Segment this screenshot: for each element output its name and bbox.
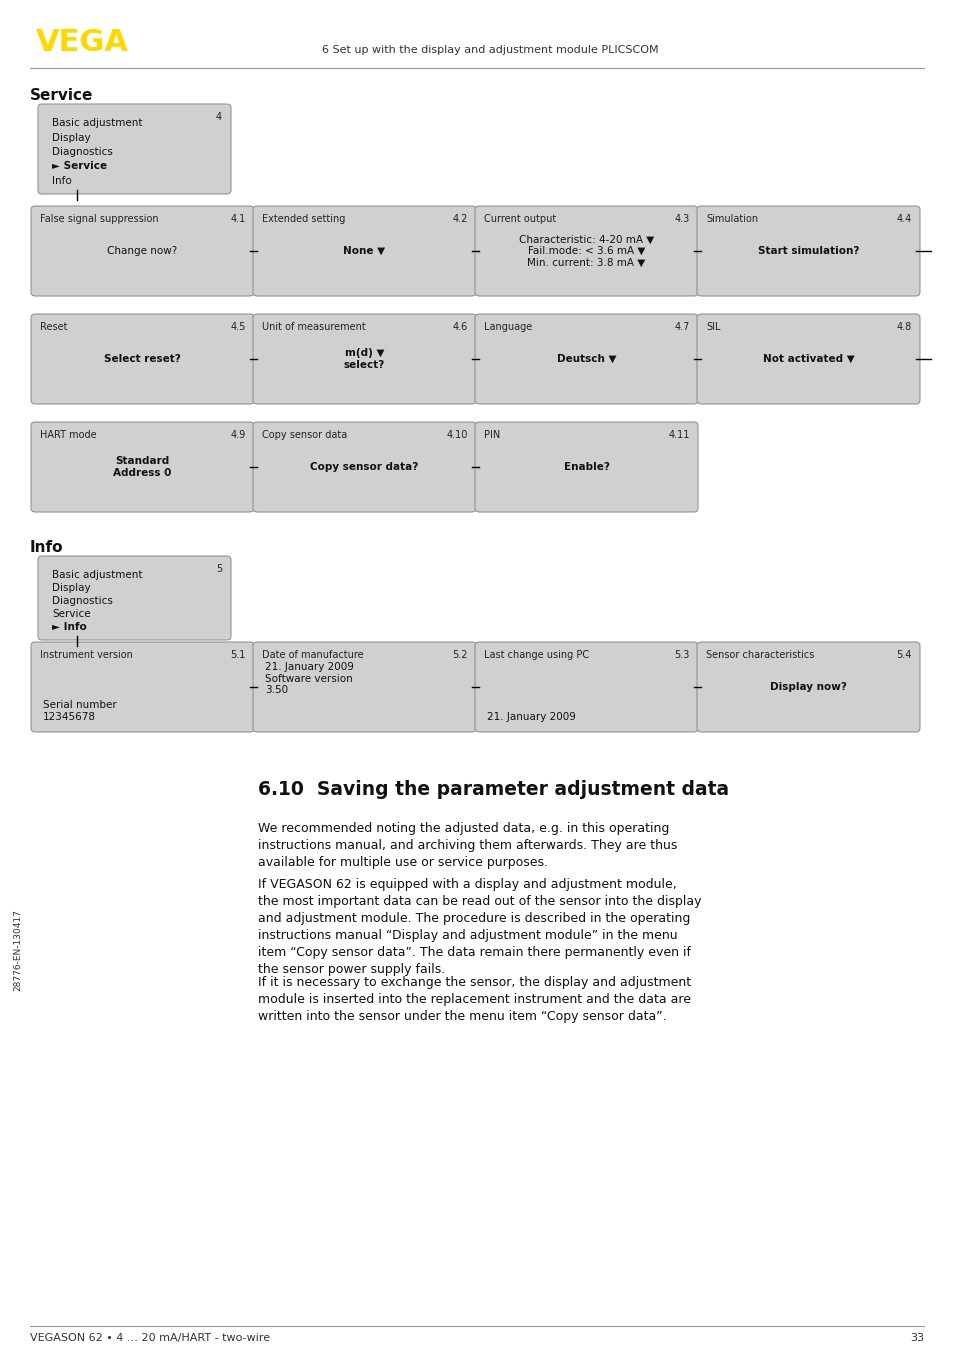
Text: m(d) ▼
select?: m(d) ▼ select? bbox=[343, 348, 385, 370]
Text: ► Service: ► Service bbox=[52, 161, 107, 172]
FancyBboxPatch shape bbox=[30, 422, 253, 512]
FancyBboxPatch shape bbox=[30, 206, 253, 297]
Text: 5.2: 5.2 bbox=[452, 650, 468, 659]
Text: Diagnostics: Diagnostics bbox=[52, 148, 112, 157]
Text: 4.1: 4.1 bbox=[231, 214, 246, 223]
Text: Copy sensor data?: Copy sensor data? bbox=[310, 462, 418, 473]
Text: 6.10  Saving the parameter adjustment data: 6.10 Saving the parameter adjustment dat… bbox=[257, 780, 728, 799]
Text: 4.6: 4.6 bbox=[453, 322, 468, 332]
FancyBboxPatch shape bbox=[697, 642, 919, 733]
Text: Deutsch ▼: Deutsch ▼ bbox=[557, 353, 616, 364]
Text: 4.4: 4.4 bbox=[896, 214, 911, 223]
Text: We recommended noting the adjusted data, e.g. in this operating
instructions man: We recommended noting the adjusted data,… bbox=[257, 822, 677, 869]
Text: 5: 5 bbox=[215, 565, 222, 574]
FancyBboxPatch shape bbox=[30, 314, 253, 403]
Text: 4.11: 4.11 bbox=[668, 431, 689, 440]
FancyBboxPatch shape bbox=[38, 556, 231, 640]
Text: Display: Display bbox=[52, 582, 91, 593]
FancyBboxPatch shape bbox=[253, 314, 476, 403]
Text: Current output: Current output bbox=[483, 214, 556, 223]
Text: If VEGASON 62 is equipped with a display and adjustment module,
the most importa: If VEGASON 62 is equipped with a display… bbox=[257, 877, 700, 976]
FancyBboxPatch shape bbox=[253, 422, 476, 512]
Text: Change now?: Change now? bbox=[108, 246, 177, 256]
FancyBboxPatch shape bbox=[253, 642, 476, 733]
Text: HART mode: HART mode bbox=[40, 431, 96, 440]
Text: Service: Service bbox=[52, 609, 91, 619]
Text: Display now?: Display now? bbox=[769, 682, 846, 692]
FancyBboxPatch shape bbox=[697, 314, 919, 403]
Text: Service: Service bbox=[30, 88, 93, 103]
Text: Extended setting: Extended setting bbox=[262, 214, 345, 223]
Text: 4.7: 4.7 bbox=[674, 322, 689, 332]
Text: Start simulation?: Start simulation? bbox=[757, 246, 859, 256]
Text: Diagnostics: Diagnostics bbox=[52, 596, 112, 607]
Text: ► Info: ► Info bbox=[52, 623, 87, 632]
Text: PIN: PIN bbox=[483, 431, 499, 440]
Text: 33: 33 bbox=[909, 1332, 923, 1343]
FancyBboxPatch shape bbox=[475, 642, 698, 733]
Text: Info: Info bbox=[30, 540, 64, 555]
Text: Basic adjustment: Basic adjustment bbox=[52, 570, 142, 580]
Text: SIL: SIL bbox=[705, 322, 720, 332]
Text: Basic adjustment: Basic adjustment bbox=[52, 118, 142, 129]
FancyBboxPatch shape bbox=[475, 314, 698, 403]
Text: Serial number
12345678: Serial number 12345678 bbox=[43, 700, 116, 722]
Text: 21. January 2009: 21. January 2009 bbox=[486, 712, 576, 722]
Text: VEGA: VEGA bbox=[36, 28, 129, 57]
Text: Select reset?: Select reset? bbox=[104, 353, 181, 364]
Text: 5.4: 5.4 bbox=[896, 650, 911, 659]
Text: Copy sensor data: Copy sensor data bbox=[262, 431, 347, 440]
Text: Language: Language bbox=[483, 322, 532, 332]
Text: Reset: Reset bbox=[40, 322, 68, 332]
Text: None ▼: None ▼ bbox=[343, 246, 385, 256]
Text: Display: Display bbox=[52, 133, 91, 142]
FancyBboxPatch shape bbox=[253, 206, 476, 297]
Text: Instrument version: Instrument version bbox=[40, 650, 132, 659]
Text: 4.8: 4.8 bbox=[896, 322, 911, 332]
FancyBboxPatch shape bbox=[697, 206, 919, 297]
Text: False signal suppression: False signal suppression bbox=[40, 214, 158, 223]
Text: Last change using PC: Last change using PC bbox=[483, 650, 589, 659]
Text: Date of manufacture: Date of manufacture bbox=[262, 650, 363, 659]
FancyBboxPatch shape bbox=[475, 422, 698, 512]
Text: Unit of measurement: Unit of measurement bbox=[262, 322, 365, 332]
Text: Sensor characteristics: Sensor characteristics bbox=[705, 650, 814, 659]
Text: 4.5: 4.5 bbox=[231, 322, 246, 332]
Text: 6 Set up with the display and adjustment module PLICSCOM: 6 Set up with the display and adjustment… bbox=[321, 45, 658, 56]
Text: 5.1: 5.1 bbox=[231, 650, 246, 659]
Text: Standard
Address 0: Standard Address 0 bbox=[113, 456, 172, 478]
Text: 4.3: 4.3 bbox=[674, 214, 689, 223]
Text: If it is necessary to exchange the sensor, the display and adjustment
module is : If it is necessary to exchange the senso… bbox=[257, 976, 690, 1024]
Text: Characteristic: 4-20 mA ▼
Fail.mode: < 3.6 mA ▼
Min. current: 3.8 mA ▼: Characteristic: 4-20 mA ▼ Fail.mode: < 3… bbox=[518, 234, 654, 268]
Text: 4.2: 4.2 bbox=[452, 214, 468, 223]
Text: Simulation: Simulation bbox=[705, 214, 758, 223]
FancyBboxPatch shape bbox=[38, 104, 231, 194]
Text: 4: 4 bbox=[215, 112, 222, 122]
FancyBboxPatch shape bbox=[30, 642, 253, 733]
Text: VEGASON 62 • 4 … 20 mA/HART - two-wire: VEGASON 62 • 4 … 20 mA/HART - two-wire bbox=[30, 1332, 270, 1343]
Text: 4.9: 4.9 bbox=[231, 431, 246, 440]
Text: 21. January 2009
Software version
3.50: 21. January 2009 Software version 3.50 bbox=[265, 662, 354, 695]
Text: 5.3: 5.3 bbox=[674, 650, 689, 659]
Text: Enable?: Enable? bbox=[563, 462, 609, 473]
FancyBboxPatch shape bbox=[475, 206, 698, 297]
Text: Info: Info bbox=[52, 176, 71, 185]
Text: 28776-EN-130417: 28776-EN-130417 bbox=[13, 909, 23, 991]
Text: 4.10: 4.10 bbox=[446, 431, 468, 440]
Text: Not activated ▼: Not activated ▼ bbox=[761, 353, 854, 364]
